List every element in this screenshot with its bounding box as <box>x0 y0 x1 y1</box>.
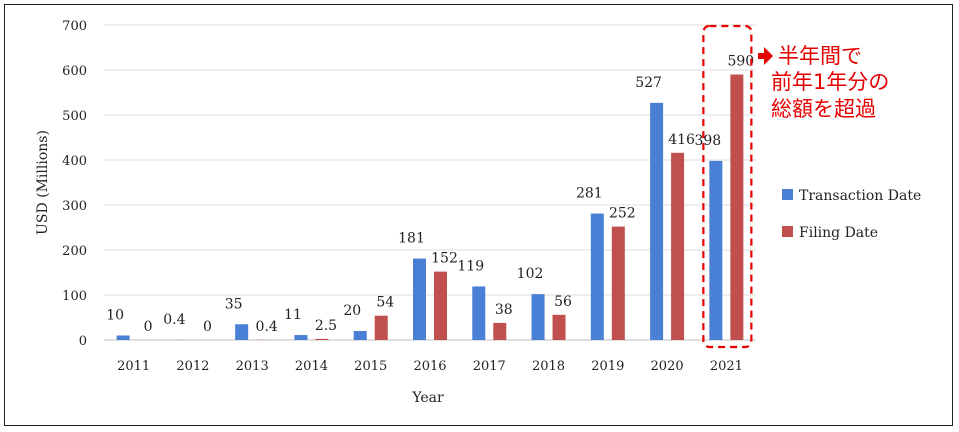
data-label-filing-2015: 54 <box>376 295 394 311</box>
x-tick-label: 2021 <box>710 359 743 374</box>
x-tick-label: 2016 <box>413 359 446 374</box>
bar-transaction-2014 <box>294 335 308 340</box>
bar-filing-2017 <box>493 322 507 340</box>
data-label-filing-2014: 2.5 <box>315 318 337 334</box>
x-tick-label: 2017 <box>473 359 506 374</box>
x-tick-label: 2019 <box>591 359 624 374</box>
y-tick-label: 200 <box>62 244 87 259</box>
data-label-transaction-2019: 281 <box>576 186 603 202</box>
data-label-transaction-2012: 0.4 <box>163 312 185 328</box>
data-label-filing-2017: 38 <box>495 302 513 318</box>
data-label-transaction-2016: 181 <box>398 231 425 247</box>
data-label-filing-2013: 0.4 <box>256 319 278 335</box>
annotation-line: 半年間で <box>778 44 862 68</box>
data-label-filing-2016: 152 <box>431 251 458 267</box>
bar-filing-2018 <box>552 314 566 340</box>
bar-filing-2015 <box>374 315 388 340</box>
x-tick-label: 2013 <box>236 359 269 374</box>
x-tick-label: 2011 <box>117 359 150 374</box>
bar-filing-2014 <box>315 338 329 340</box>
y-tick-label: 600 <box>62 64 87 79</box>
legend-label: Transaction Date <box>799 188 921 204</box>
x-tick-label: 2015 <box>354 359 387 374</box>
highlight-box-2021 <box>702 24 753 349</box>
data-label-filing-2019: 252 <box>609 206 636 222</box>
bar-transaction-2018 <box>531 294 545 340</box>
bar-transaction-2020 <box>650 102 664 340</box>
y-tick-label: 400 <box>62 154 87 169</box>
bar-filing-2016 <box>434 271 447 340</box>
annotation-line: 前年1年分の <box>771 70 889 94</box>
data-label-transaction-2017: 119 <box>457 258 484 274</box>
bar-transaction-2016 <box>413 258 426 340</box>
data-label-transaction-2018: 102 <box>517 266 544 282</box>
y-tick-label: 300 <box>62 199 87 214</box>
bar-transaction-2019 <box>590 213 604 340</box>
x-tick-label: 2012 <box>176 359 209 374</box>
bar-transaction-2017 <box>472 286 486 340</box>
legend-label: Filing Date <box>799 225 878 241</box>
data-label-filing-2020: 416 <box>668 132 695 148</box>
data-label-filing-2018: 56 <box>554 294 572 310</box>
x-tick-label: 2014 <box>295 359 328 374</box>
bar-filing-2020 <box>671 152 685 340</box>
bar-transaction-2015 <box>353 331 367 340</box>
data-label-transaction-2021: 398 <box>694 133 721 149</box>
legend-swatch <box>782 226 793 237</box>
data-label-filing-2011: 0 <box>144 319 153 335</box>
data-label-transaction-2013: 35 <box>225 296 243 312</box>
y-tick-label: 0 <box>79 334 87 349</box>
bar-filing-2019 <box>611 226 625 340</box>
x-axis-title: Year <box>411 390 444 406</box>
bar-filing-2021 <box>730 74 744 340</box>
data-label-filing-2021: 590 <box>727 54 754 70</box>
data-label-transaction-2014: 11 <box>284 307 302 323</box>
data-label-transaction-2020: 527 <box>635 75 662 91</box>
data-label-filing-2012: 0 <box>203 319 212 335</box>
x-tick-label: 2018 <box>532 359 565 374</box>
y-tick-label: 700 <box>62 19 87 34</box>
y-tick-label: 500 <box>62 109 87 124</box>
annotation-line: 総額を超過 <box>771 97 876 121</box>
data-label-transaction-2011: 10 <box>106 308 124 324</box>
legend-swatch <box>782 189 793 200</box>
bar-transaction-2011 <box>116 335 130 340</box>
x-tick-label: 2020 <box>651 359 684 374</box>
bar-transaction-2013 <box>235 324 249 340</box>
chart-frame <box>4 4 953 426</box>
annotation-arrow-icon <box>758 47 773 65</box>
y-tick-label: 100 <box>62 289 87 304</box>
bar-transaction-2021 <box>709 160 723 340</box>
y-axis-title: USD (Millions) <box>35 130 51 235</box>
data-label-transaction-2015: 20 <box>343 303 361 319</box>
